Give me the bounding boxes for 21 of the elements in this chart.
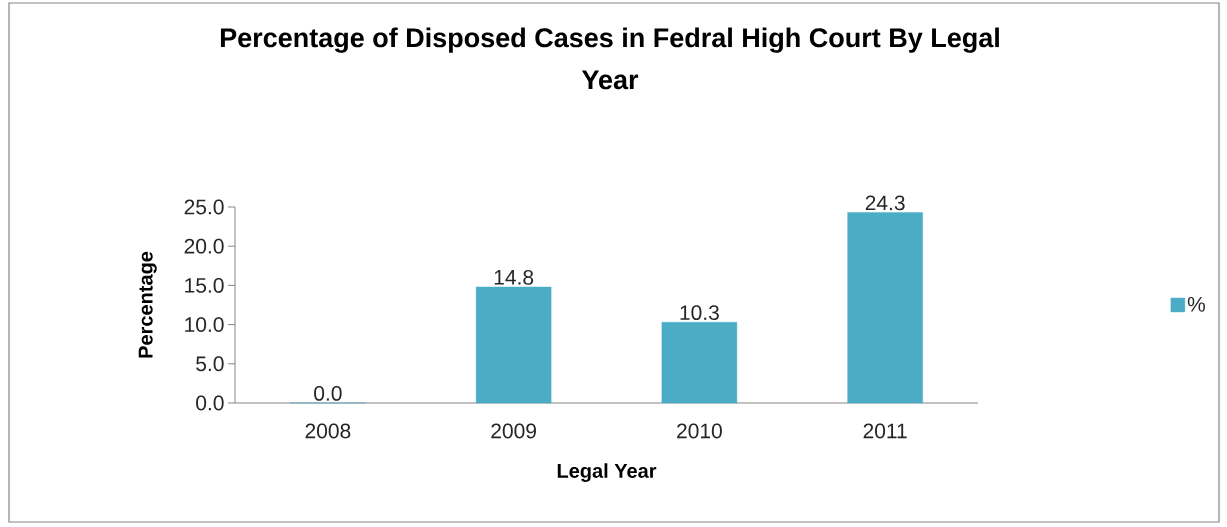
data-label: 14.8	[494, 269, 534, 285]
y-tick-label: 5.0	[196, 356, 224, 372]
legend-label: %	[1187, 296, 1205, 312]
bar	[847, 212, 923, 404]
x-tick-label: 2010	[677, 423, 722, 439]
x-tick-label: 2011	[863, 423, 907, 439]
x-tick-label: 2009	[491, 423, 536, 439]
y-tick-label: 15.0	[185, 277, 224, 293]
y-axis-title: Percentage	[138, 251, 157, 358]
bar	[475, 286, 552, 404]
data-label: 10.3	[680, 305, 719, 321]
y-tick-label: 25.0	[184, 199, 224, 215]
y-tick-label: 0.0	[196, 395, 224, 411]
x-tick-label: 2008	[305, 423, 351, 439]
x-axis-title: Legal Year	[557, 463, 657, 482]
data-label: 24.3	[865, 195, 905, 211]
chart-title: Percentage of Disposed Cases in Fedral High Court By Legal Year	[220, 27, 999, 90]
bar	[661, 322, 738, 404]
data-label: 0.0	[314, 385, 342, 401]
y-tick-label: 20.0	[184, 238, 224, 254]
y-tick-label: 10.0	[185, 317, 224, 333]
